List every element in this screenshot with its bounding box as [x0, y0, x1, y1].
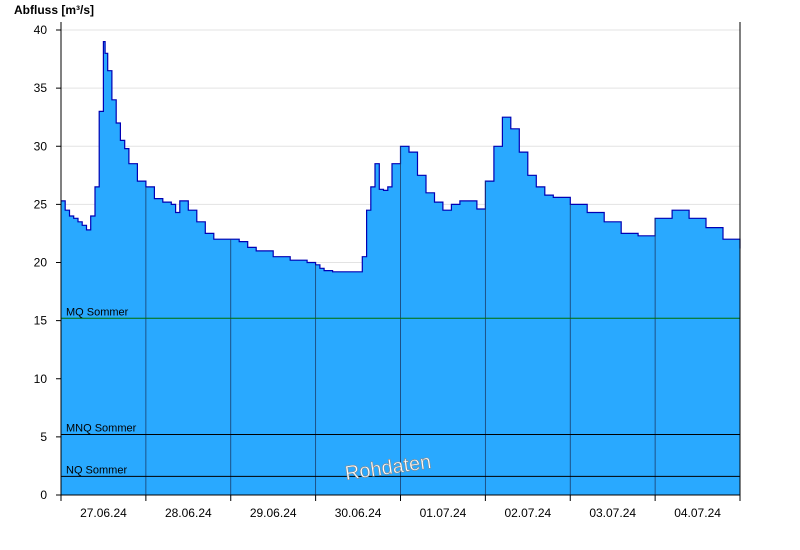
y-tick-label: 40: [34, 23, 48, 37]
x-tick-label: 30.06.24: [335, 506, 382, 520]
x-tick-label: 27.06.24: [80, 506, 127, 520]
y-tick-label: 5: [40, 430, 47, 444]
y-tick-label: 30: [34, 139, 48, 153]
discharge-line: [61, 41, 741, 273]
reference-line-label: MQ Sommer: [66, 306, 129, 318]
x-tick-label: 03.07.24: [589, 506, 636, 520]
y-tick-label: 25: [34, 197, 48, 211]
y-tick-label: 10: [34, 372, 48, 386]
reference-lines: MQ Sommer MNQ Sommer NQ Sommer: [61, 306, 740, 477]
y-tick-label: 35: [34, 81, 48, 95]
x-tick-label: 02.07.24: [504, 506, 551, 520]
y-axis-title: Abfluss [m³/s]: [14, 3, 94, 17]
reference-line-label: MNQ Sommer: [66, 423, 137, 435]
axes: 0 5 10 15 20 25 30 35 40 27.06.24 28.06.24 29.06.24…: [34, 22, 741, 520]
x-tick-label: 01.07.24: [420, 506, 467, 520]
x-tick-label: 28.06.24: [165, 506, 212, 520]
day-separators: [145, 146, 656, 495]
y-tick-label: 0: [40, 488, 47, 502]
y-tick-label: 20: [34, 256, 48, 270]
y-tick-label: 15: [34, 314, 48, 328]
x-tick-label: 29.06.24: [250, 506, 297, 520]
x-tick-label: 04.07.24: [674, 506, 721, 520]
reference-line-label: NQ Sommer: [66, 464, 127, 476]
